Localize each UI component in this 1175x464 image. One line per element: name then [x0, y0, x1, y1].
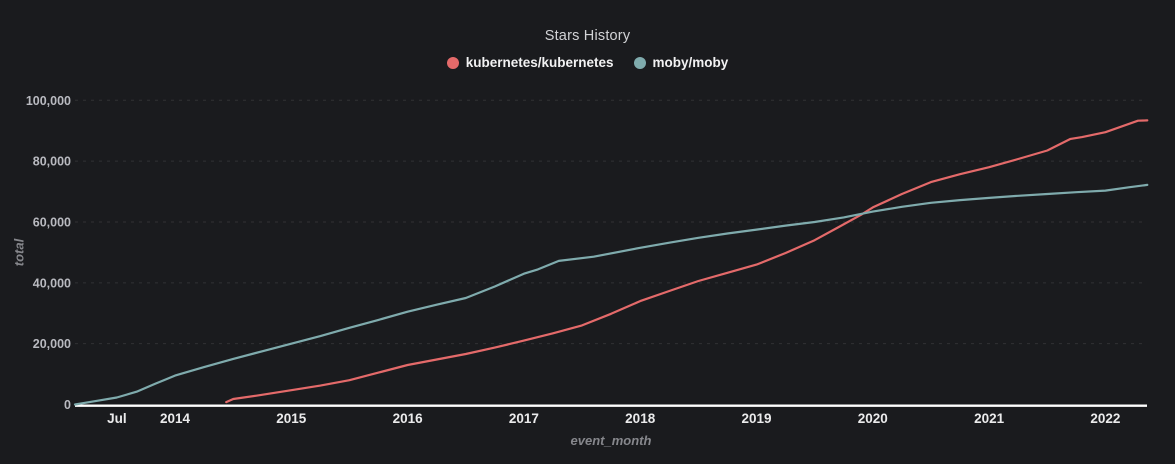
legend-item-label: kubernetes/kubernetes: [465, 55, 614, 70]
x-tick-label: 2015: [276, 411, 307, 426]
y-tick-label: 40,000: [33, 276, 71, 290]
x-tick-label: 2016: [393, 411, 424, 426]
x-tick-label: 2020: [858, 411, 888, 426]
y-tick-label: 80,000: [33, 155, 71, 169]
y-tick-label: 20,000: [33, 337, 71, 351]
y-tick-label: 0: [64, 398, 71, 412]
y-axis-title: total: [11, 238, 27, 267]
legend-item-label: moby/moby: [652, 55, 729, 70]
y-tick-label: 100,000: [26, 94, 71, 108]
chart-title: Stars History: [544, 28, 631, 44]
legend-dot-icon: [633, 56, 646, 69]
legend-item-kubernetes[interactable]: kubernetes/kubernetes: [446, 55, 614, 70]
series-line-kubernetes: [225, 119, 1149, 404]
x-tick-label: 2014: [160, 411, 191, 426]
y-tick-label: 60,000: [33, 215, 71, 229]
x-axis-title: event_month: [570, 433, 652, 448]
x-tick-label: 2022: [1090, 411, 1120, 426]
legend-item-moby[interactable]: moby/moby: [633, 55, 729, 70]
x-tick-label: 2017: [509, 411, 539, 426]
series-line-moby: [73, 183, 1149, 406]
legend-dot-icon: [446, 56, 459, 69]
x-tick-label: 2021: [974, 411, 1005, 426]
x-tick-label: 2019: [741, 411, 771, 426]
legend: kubernetes/kubernetes moby/moby: [0, 55, 1175, 70]
x-tick-label: Jul: [107, 411, 127, 426]
x-tick-label: 2018: [625, 411, 656, 426]
